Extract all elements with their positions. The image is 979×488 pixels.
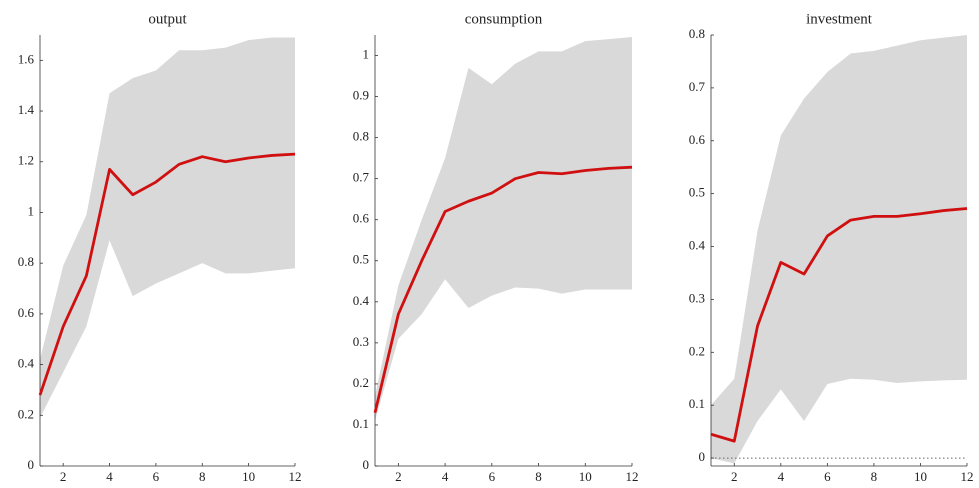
y-tick-label: 0.2 (353, 375, 369, 390)
y-tick-label: 0.5 (689, 185, 705, 200)
x-tick-label: 8 (871, 469, 878, 484)
x-tick-label: 4 (778, 469, 785, 484)
x-tick-label: 6 (153, 469, 160, 484)
y-tick-label: 0.8 (353, 129, 369, 144)
x-tick-label: 6 (489, 469, 496, 484)
confidence-band (711, 35, 967, 464)
x-tick-label: 12 (961, 469, 974, 484)
y-tick-label: 0.4 (18, 356, 35, 371)
median-line (38, 152, 296, 396)
median-line (710, 207, 968, 443)
y-tick-label: 0.6 (18, 305, 35, 320)
y-tick-label: 0 (28, 457, 35, 472)
y-tick-label: 0.6 (689, 132, 706, 147)
x-tick-label: 8 (535, 469, 542, 484)
x-tick-label: 12 (626, 469, 639, 484)
y-tick-label: 0.9 (353, 88, 369, 103)
x-tick-label: 2 (731, 469, 738, 484)
y-tick-label: 1 (28, 203, 35, 218)
x-tick-label: 6 (824, 469, 831, 484)
median-line (373, 165, 633, 413)
y-tick-label: 0.1 (689, 396, 705, 411)
panel-title: consumption (465, 11, 543, 27)
panel-title: investment (806, 11, 873, 27)
x-tick-label: 4 (442, 469, 449, 484)
panel-title: output (148, 11, 187, 27)
x-tick-label: 2 (395, 469, 402, 484)
x-tick-label: 8 (199, 469, 206, 484)
y-tick-label: 0.1 (353, 416, 369, 431)
x-tick-label: 10 (914, 469, 927, 484)
x-tick-label: 10 (579, 469, 592, 484)
confidence-band (40, 37, 295, 418)
y-tick-label: 0.7 (353, 170, 370, 185)
y-tick-label: 1.6 (18, 51, 35, 66)
y-tick-label: 0.5 (353, 252, 369, 267)
y-tick-label: 0.8 (18, 254, 34, 269)
y-tick-label: 0 (699, 449, 706, 464)
confidence-band (375, 37, 632, 421)
y-tick-label: 1.4 (18, 102, 35, 117)
y-tick-label: 1 (363, 47, 370, 62)
y-tick-label: 0.7 (689, 79, 706, 94)
x-tick-label: 4 (106, 469, 113, 484)
x-tick-label: 2 (60, 469, 67, 484)
y-tick-label: 0.2 (689, 343, 705, 358)
y-tick-label: 0.3 (353, 334, 369, 349)
y-tick-label: 0.6 (353, 211, 370, 226)
y-tick-label: 0.4 (689, 238, 706, 253)
x-tick-label: 12 (289, 469, 302, 484)
y-tick-label: 0.8 (689, 26, 705, 41)
y-tick-label: 0 (363, 457, 370, 472)
y-tick-label: 1.2 (18, 153, 34, 168)
y-tick-label: 0.2 (18, 406, 34, 421)
y-tick-label: 0.3 (689, 290, 705, 305)
y-tick-label: 0.4 (353, 293, 370, 308)
x-tick-label: 10 (242, 469, 255, 484)
